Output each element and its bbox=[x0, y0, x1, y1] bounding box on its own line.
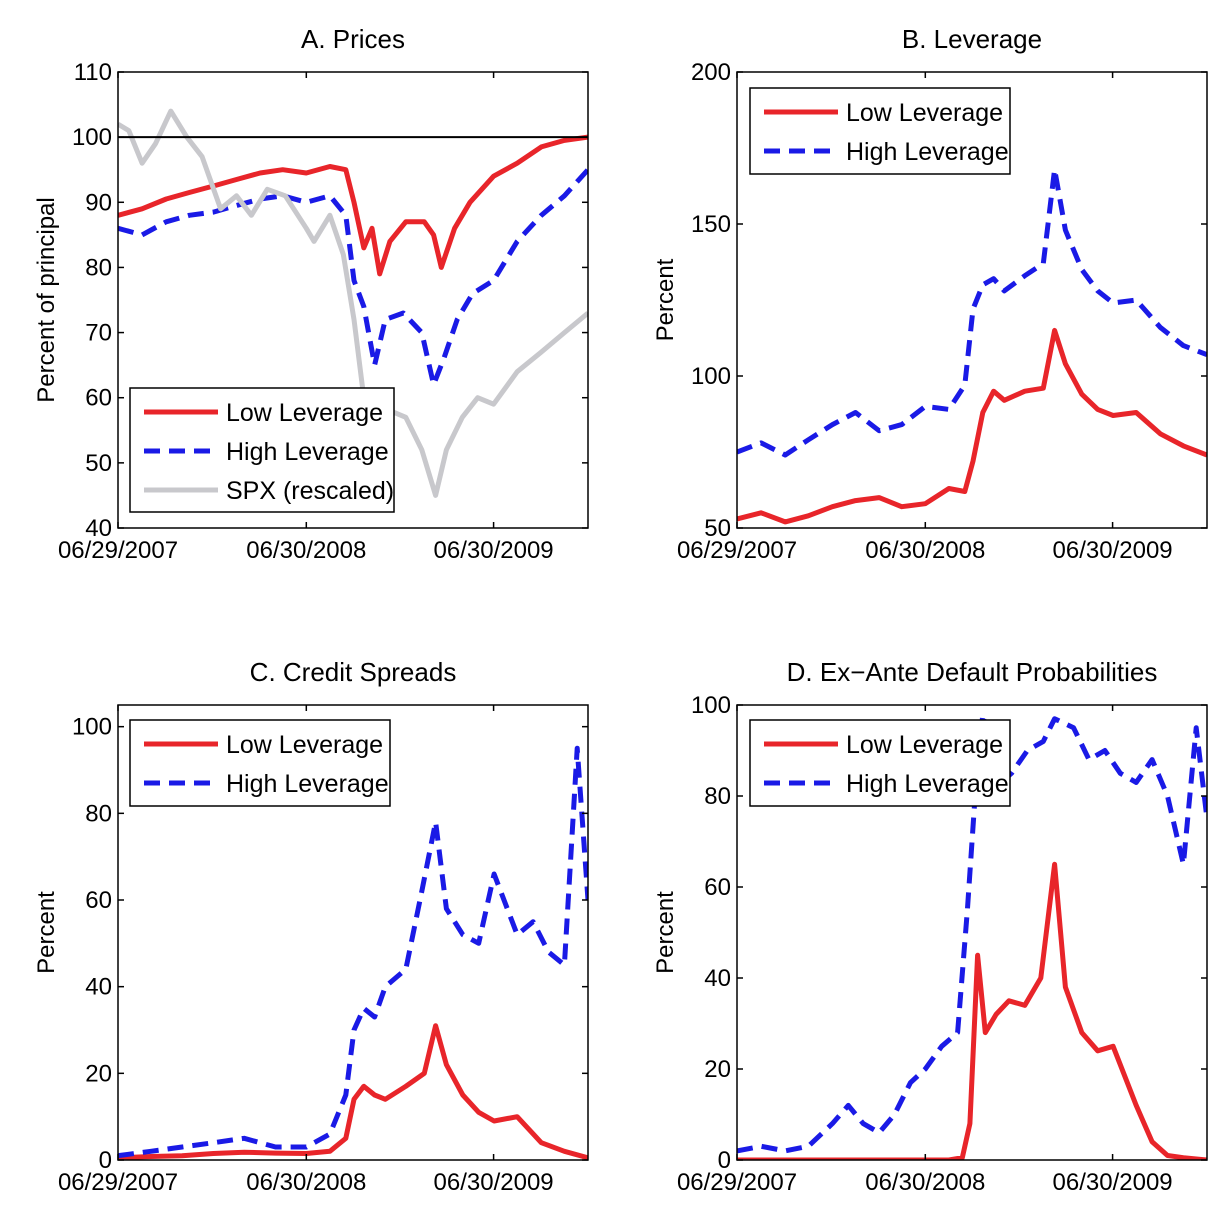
x-tick-label: 06/30/2009 bbox=[434, 1169, 554, 1196]
y-tick-label: 100 bbox=[72, 124, 112, 151]
y-axis-label: Percent bbox=[652, 258, 679, 341]
x-tick-label: 06/30/2008 bbox=[865, 1169, 985, 1196]
series-line-high-leverage bbox=[118, 745, 588, 1159]
y-tick-label: 20 bbox=[704, 1056, 731, 1083]
y-tick-label: 80 bbox=[85, 800, 112, 827]
series-line-low-leverage bbox=[737, 861, 1207, 1160]
x-tick-label: 06/30/2008 bbox=[246, 537, 366, 564]
y-tick-label: 20 bbox=[85, 1060, 112, 1087]
legend: Low Leverage High Leverage bbox=[749, 719, 1011, 807]
y-tick-label: 60 bbox=[85, 887, 112, 914]
y-tick-label: 60 bbox=[704, 874, 731, 901]
panel-title: B. Leverage bbox=[902, 24, 1042, 54]
legend: Low Leverage High Leverage SPX (rescaled) bbox=[129, 387, 395, 513]
y-tick-label: 40 bbox=[85, 974, 112, 1001]
y-tick-label: 50 bbox=[704, 515, 731, 542]
y-tick-label: 110 bbox=[74, 59, 112, 86]
x-tick-label: 06/30/2009 bbox=[434, 537, 554, 564]
series-line-low-leverage bbox=[118, 134, 588, 277]
y-tick-label: 90 bbox=[85, 189, 112, 216]
x-tick-label: 06/30/2008 bbox=[246, 1169, 366, 1196]
legend-label: Low Leverage bbox=[846, 731, 1003, 759]
legend-label: Low Leverage bbox=[846, 99, 1003, 127]
y-tick-label: 0 bbox=[99, 1147, 112, 1174]
legend-box bbox=[749, 87, 1011, 175]
y-axis-label: Percent bbox=[652, 891, 679, 974]
legend: Low Leverage High Leverage bbox=[129, 719, 391, 807]
plot-frame bbox=[736, 704, 1208, 1161]
plot-frame bbox=[117, 704, 589, 1161]
legend: Low Leverage High Leverage bbox=[749, 87, 1011, 175]
x-tick-label: 06/29/2007 bbox=[677, 1169, 797, 1196]
legend-label: High Leverage bbox=[846, 138, 1009, 166]
panel-title: D. Ex−Ante Default Probabilities bbox=[787, 657, 1158, 687]
series-line-low-leverage bbox=[118, 1023, 588, 1160]
legend-label: Low Leverage bbox=[226, 399, 383, 427]
plot-frame bbox=[736, 71, 1208, 529]
x-tick-label: 06/29/2007 bbox=[58, 537, 178, 564]
panel-2: B. Leverage Percent 50 100 150 200 06/29/2007 0… bbox=[652, 24, 1208, 564]
series-line-high-leverage bbox=[118, 168, 588, 388]
y-axis-label: Percent bbox=[33, 891, 60, 974]
legend-box bbox=[129, 719, 391, 807]
y-tick-label: 0 bbox=[718, 1147, 731, 1174]
y-tick-label: 100 bbox=[691, 692, 731, 719]
y-tick-label: 200 bbox=[691, 59, 731, 86]
x-tick-label: 06/29/2007 bbox=[58, 1169, 178, 1196]
y-tick-label: 50 bbox=[85, 450, 112, 477]
y-tick-label: 100 bbox=[72, 714, 112, 741]
y-tick-label: 150 bbox=[691, 211, 731, 238]
x-tick-label: 06/29/2007 bbox=[677, 537, 797, 564]
y-tick-label: 80 bbox=[85, 254, 112, 281]
panel-4: D. Ex−Ante Default Probabilities Percent 0… bbox=[652, 657, 1208, 1196]
y-tick-label: 80 bbox=[704, 783, 731, 810]
x-tick-label: 06/30/2009 bbox=[1053, 537, 1173, 564]
series-line-high-leverage bbox=[737, 166, 1207, 458]
legend-label: High Leverage bbox=[846, 770, 1009, 798]
legend-label: Low Leverage bbox=[226, 731, 383, 759]
y-tick-label: 60 bbox=[85, 385, 112, 412]
series-line-high-leverage bbox=[737, 711, 1207, 1154]
x-tick-label: 06/30/2008 bbox=[865, 537, 985, 564]
panel-1: A. Prices Percent of principal 40 50 60 70 80 9… bbox=[33, 24, 589, 564]
y-tick-label: 40 bbox=[85, 515, 112, 542]
panel-3: C. Credit Spreads Percent 0 20 40 60 80 100 06/2… bbox=[33, 657, 589, 1196]
plot-frame bbox=[117, 71, 589, 529]
y-axis-label: Percent of principal bbox=[33, 197, 60, 402]
y-tick-label: 100 bbox=[691, 363, 731, 390]
panel-title: A. Prices bbox=[301, 24, 405, 54]
panel-title: C. Credit Spreads bbox=[250, 657, 457, 687]
y-tick-label: 70 bbox=[85, 320, 112, 347]
legend-label: SPX (rescaled) bbox=[226, 477, 394, 505]
x-tick-label: 06/30/2009 bbox=[1053, 1169, 1173, 1196]
legend-box bbox=[749, 719, 1011, 807]
legend-label: High Leverage bbox=[226, 770, 389, 798]
series-line-low-leverage bbox=[737, 327, 1207, 525]
y-tick-label: 40 bbox=[704, 965, 731, 992]
legend-label: High Leverage bbox=[226, 438, 389, 466]
